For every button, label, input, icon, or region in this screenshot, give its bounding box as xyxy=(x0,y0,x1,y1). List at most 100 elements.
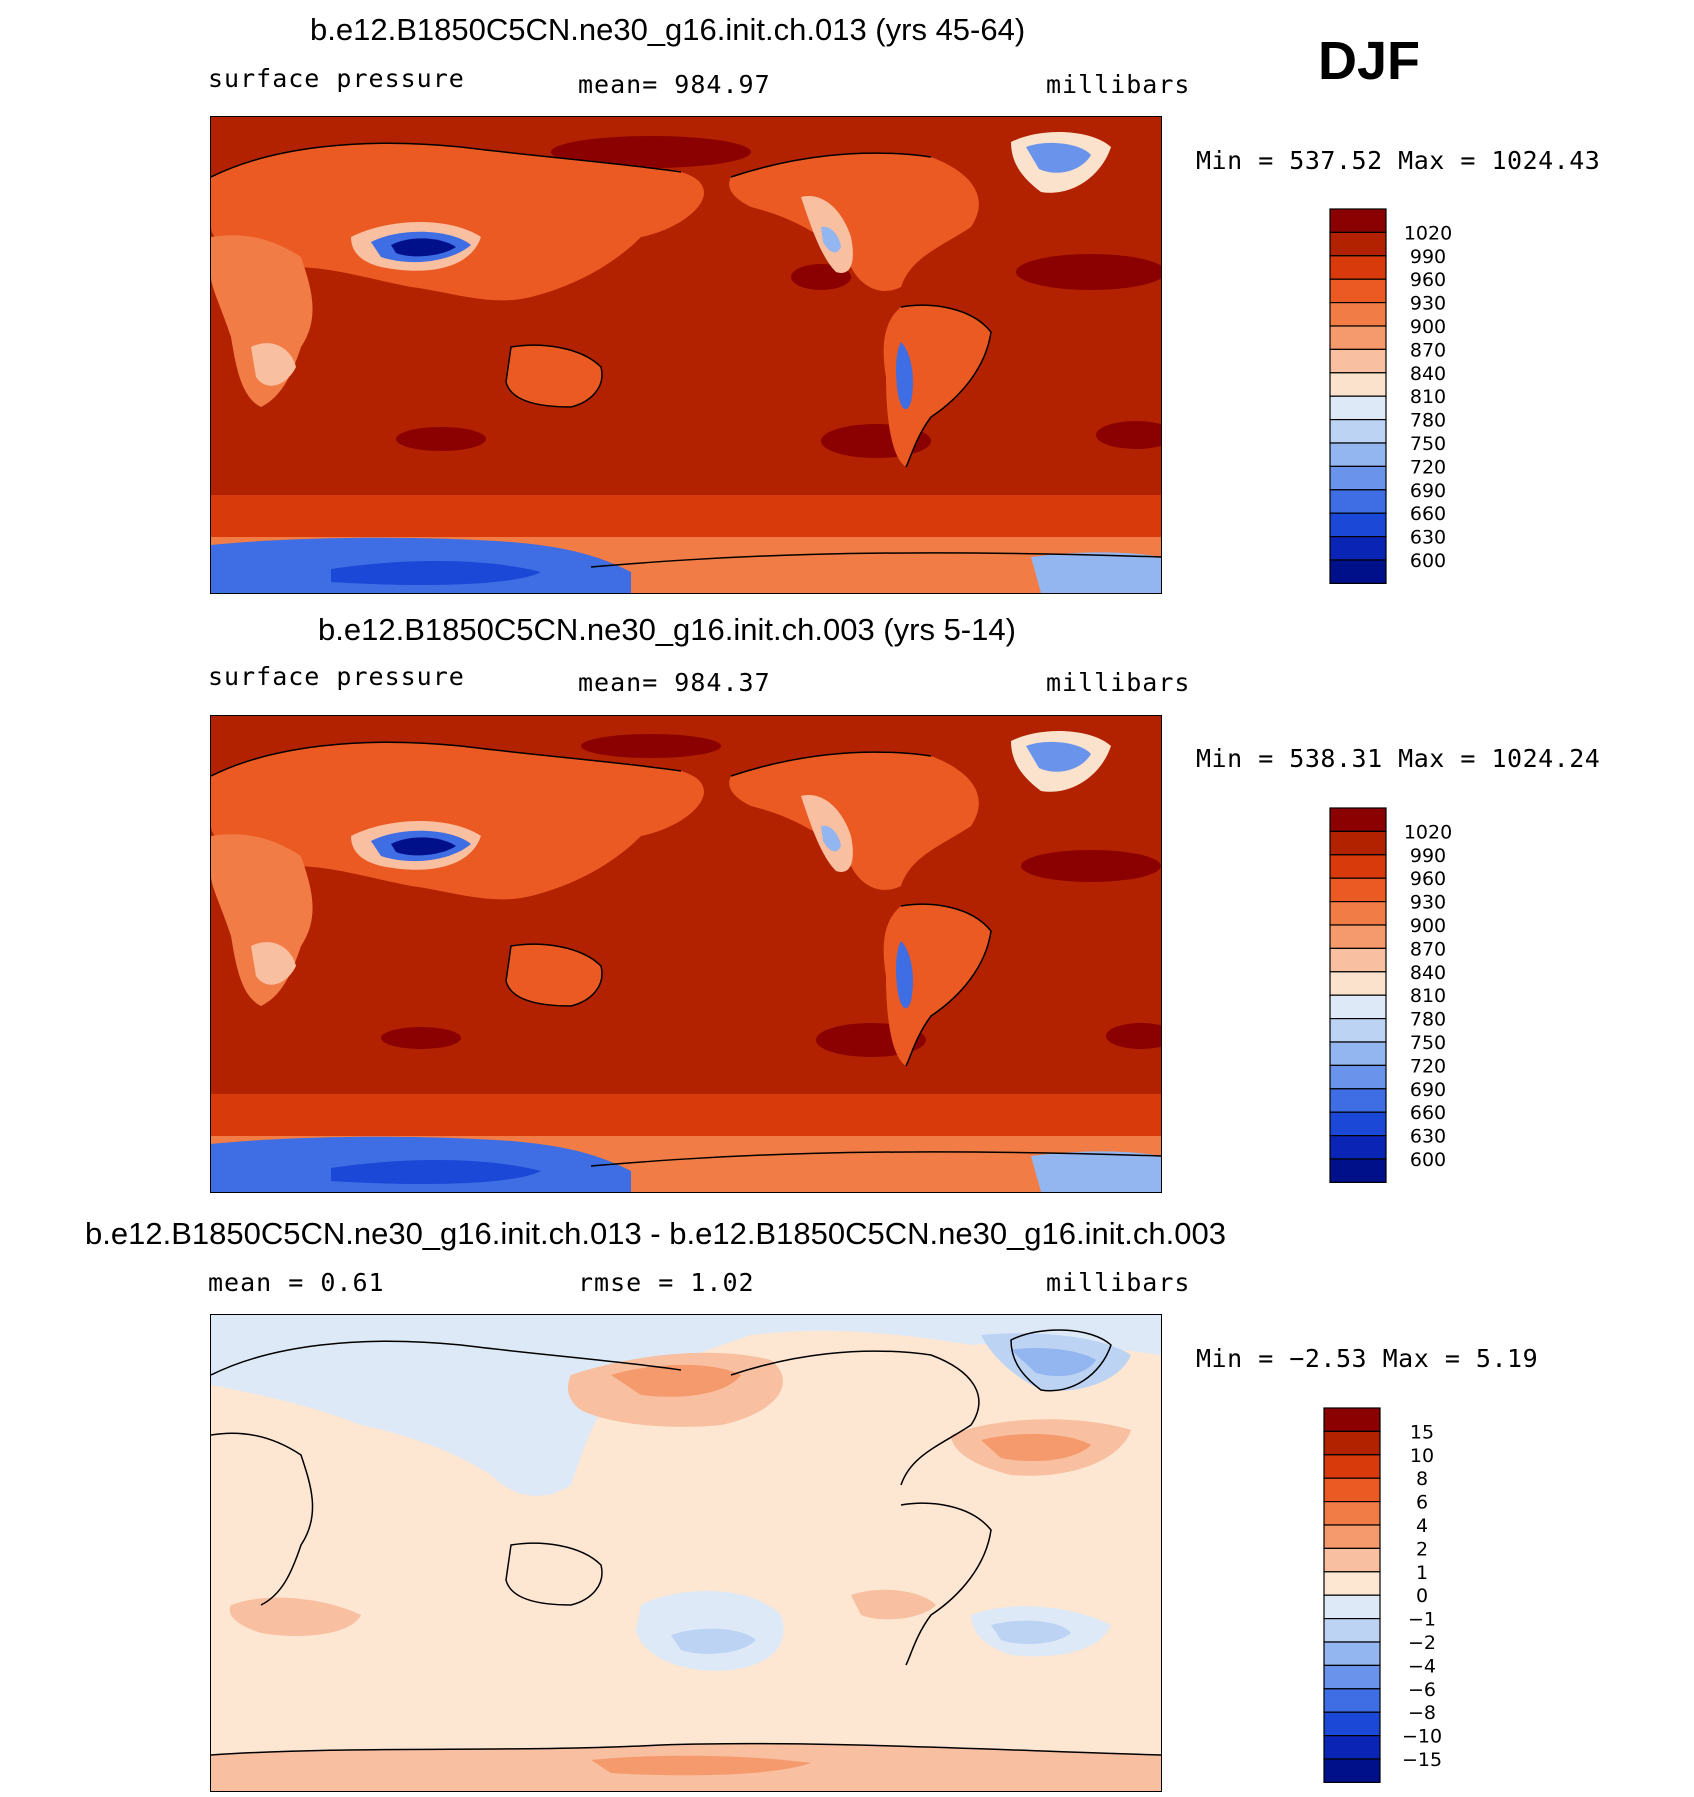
panel3-minmax-label: Min = −2.53 Max = 5.19 xyxy=(1196,1344,1539,1373)
panel1-legend-box xyxy=(1329,348,1387,374)
panel2-units-label: millibars xyxy=(1046,668,1191,697)
panel3-legend-box xyxy=(1323,1407,1381,1432)
panel2-greenland-ice xyxy=(1026,741,1091,772)
panel2-south-africa-plateau xyxy=(251,942,296,985)
panel3-legend-box xyxy=(1323,1618,1381,1643)
panel3-legend-box xyxy=(1323,1477,1381,1503)
panel1-legend-label: 1020 xyxy=(1404,222,1452,244)
panel1-antarctica-east xyxy=(1031,552,1161,593)
panel1-andes xyxy=(896,342,913,410)
panel3-legend-box xyxy=(1323,1454,1381,1479)
panel3-rmse-label: rmse = 1.02 xyxy=(578,1268,755,1297)
panel3-legend-label: 15 xyxy=(1410,1421,1434,1443)
panel3-legend-label: −10 xyxy=(1402,1726,1442,1748)
panel2-legend-box xyxy=(1329,854,1387,879)
panel3-legend-box xyxy=(1323,1430,1381,1456)
panel3-legend-box xyxy=(1323,1571,1381,1596)
panel2-legend-label: 660 xyxy=(1410,1102,1446,1124)
panel2-legend-label: 810 xyxy=(1410,985,1446,1007)
panel1-legend-label: 750 xyxy=(1410,433,1446,455)
panel1-legend-label: 990 xyxy=(1410,246,1446,268)
panel1-tibet-core xyxy=(391,238,456,257)
panel2-legend-box xyxy=(1329,947,1387,973)
panel3-legend-label: −2 xyxy=(1408,1632,1436,1654)
panel3-legend-label: −8 xyxy=(1408,1702,1436,1724)
panel3-legend-box xyxy=(1323,1524,1381,1549)
panel1-high-natl xyxy=(1016,254,1161,290)
panel1-units-label: millibars xyxy=(1046,70,1191,99)
panel3-pos-sind xyxy=(229,1597,361,1636)
panel2-legend-label: 930 xyxy=(1410,892,1446,914)
panel3-pos-natl-core xyxy=(981,1433,1091,1462)
panel2-map xyxy=(210,715,1162,1193)
panel1-legend-label: 690 xyxy=(1410,480,1446,502)
panel3-mean-label: mean = 0.61 xyxy=(208,1268,385,1297)
panel3-legend-box xyxy=(1323,1758,1381,1783)
panel2-southern-band xyxy=(211,1094,1161,1136)
panel2-high-npac xyxy=(581,734,721,758)
panel3-legend-label: −6 xyxy=(1408,1679,1436,1701)
panel1-eurasia xyxy=(211,143,704,301)
panel1-legend-box xyxy=(1329,559,1387,584)
panel2-legend-box xyxy=(1329,1064,1387,1090)
panel1-high-npac xyxy=(551,136,751,168)
panel3-map-svg xyxy=(211,1315,1161,1791)
panel2-legend-box xyxy=(1329,971,1387,996)
panel1-legend-label: 720 xyxy=(1410,456,1446,478)
panel2-legend-label: 600 xyxy=(1410,1149,1446,1171)
panel1-legend-label: 660 xyxy=(1410,503,1446,525)
panel2-legend-label: 900 xyxy=(1410,915,1446,937)
panel3-legend-box xyxy=(1323,1547,1381,1573)
panel2-title: b.e12.B1850C5CN.ne30_g16.init.ch.003 (yr… xyxy=(318,612,1016,647)
panel2-legend-box xyxy=(1329,1111,1387,1137)
panel3-legend-label: −15 xyxy=(1402,1749,1442,1771)
panel3-legend-box xyxy=(1323,1688,1381,1713)
panel1-greenland-ice xyxy=(1026,142,1091,173)
panel2-legend-label: 870 xyxy=(1410,938,1446,960)
panel2-legend-box xyxy=(1329,1135,1387,1160)
panel2-legend-box xyxy=(1329,994,1387,1020)
panel2-legend-label: 780 xyxy=(1410,1009,1446,1031)
panel3-legend-label: 1 xyxy=(1416,1562,1428,1584)
panel2-legend-box xyxy=(1329,807,1387,832)
panel1-minmax-label: Min = 537.52 Max = 1024.43 xyxy=(1196,146,1601,175)
panel2-north-america xyxy=(729,752,979,890)
panel1-antarctica-plateau xyxy=(331,561,541,585)
panel3-legend-box xyxy=(1323,1500,1381,1526)
panel1-north-america xyxy=(729,153,979,291)
panel2-legend-svg: 1020990960930900870840810780750720690660… xyxy=(1329,807,1452,1183)
season-label: DJF xyxy=(1318,31,1421,91)
panel1-legend-label: 780 xyxy=(1410,410,1446,432)
panel1-legend-box xyxy=(1329,372,1387,397)
panel3-neg-greenland-core xyxy=(1011,1348,1096,1377)
panel3-legend-label: 8 xyxy=(1416,1468,1428,1490)
panel1-title: b.e12.B1850C5CN.ne30_g16.init.ch.013 (yr… xyxy=(310,12,1026,47)
panel2-high-satl xyxy=(1106,1023,1161,1049)
panel1-legend-box xyxy=(1329,231,1387,257)
panel1-legend-box xyxy=(1329,419,1387,444)
panel1-legend-box xyxy=(1329,278,1387,304)
panel2-eurasia xyxy=(211,742,704,900)
panel2-legend-label: 960 xyxy=(1410,868,1446,890)
panel1-legend-box xyxy=(1329,536,1387,561)
panel3-legend-label: 0 xyxy=(1416,1585,1428,1607)
panel1-legend-box xyxy=(1329,208,1387,233)
panel3-pos-spac-east xyxy=(851,1589,936,1620)
panel2-legend-label: 690 xyxy=(1410,1079,1446,1101)
panel1-legend-box xyxy=(1329,325,1387,350)
panel1-legend: 1020 990 960 930 900 870 840 810 780 750 720 690 660… xyxy=(1328,207,1488,591)
panel1-legend-box xyxy=(1329,255,1387,280)
panel2-legend: 1020 990 960 930 900 870 840 810 780 750 720 690 660… xyxy=(1328,806,1488,1190)
panel3-legend-label: 10 xyxy=(1410,1445,1434,1467)
panel1-mean-label: mean= 984.97 xyxy=(578,70,771,99)
panel3-legend-box xyxy=(1323,1711,1381,1737)
panel2-variable-label: surface pressure xyxy=(208,662,465,691)
panel2-legend-label: 750 xyxy=(1410,1032,1446,1054)
panel2-legend-box xyxy=(1329,1041,1387,1066)
panel2-antarctica-plateau xyxy=(331,1160,541,1184)
panel2-mean-label: mean= 984.37 xyxy=(578,668,771,697)
panel1-legend-box xyxy=(1329,512,1387,538)
panel2-legend-box xyxy=(1329,1018,1387,1043)
panel3-legend-box xyxy=(1323,1594,1381,1620)
panel2-legend-box xyxy=(1329,877,1387,903)
